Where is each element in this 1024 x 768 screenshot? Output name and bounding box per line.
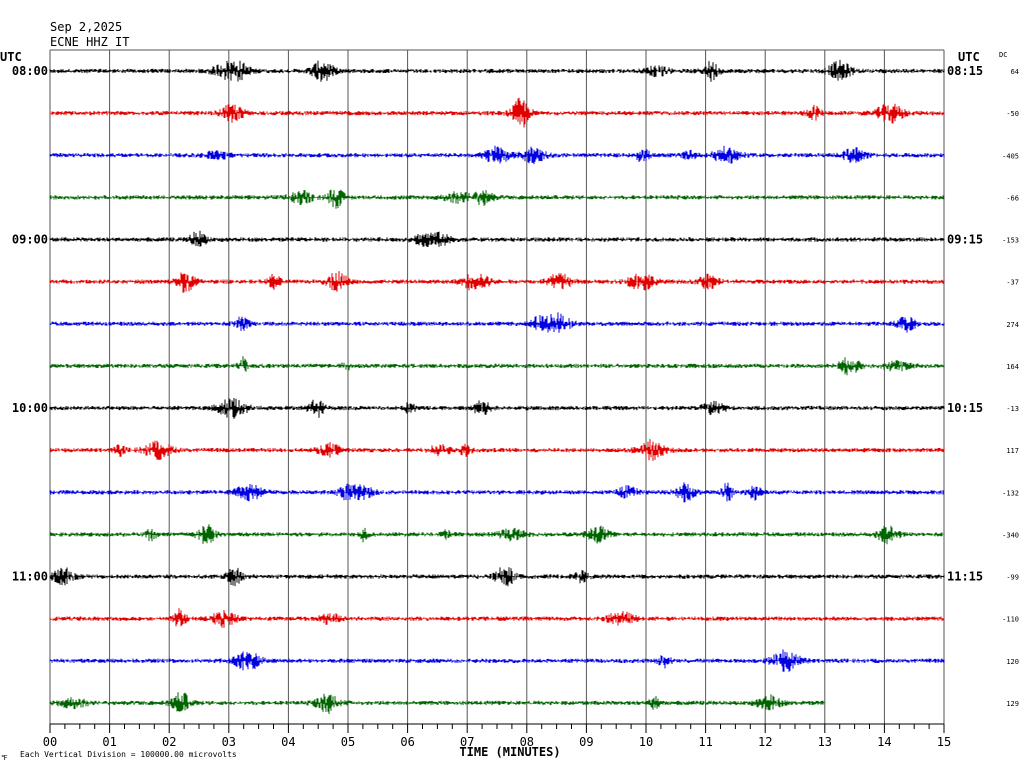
trace-row-0 — [49, 59, 945, 82]
grid — [49, 49, 945, 724]
x-tick-label: 02 — [162, 735, 176, 749]
trace-row-4 — [49, 230, 945, 247]
x-tick-label: 06 — [400, 735, 414, 749]
dc-offset-label: -110 — [1002, 616, 1019, 624]
x-tick-label: 05 — [341, 735, 355, 749]
dc-offset-labels: 64 -50 -405 -66 -153 -37 274 164 -13 117 -132 -340 -… — [1002, 68, 1019, 708]
left-hour-label: 08:00 — [12, 64, 48, 78]
x-tick-label: 14 — [877, 735, 891, 749]
trace-row-10 — [49, 482, 945, 503]
x-tick-label: 13 — [818, 735, 832, 749]
right-hour-label: 08:15 — [947, 64, 983, 78]
right-hour-label: 09:15 — [947, 233, 983, 247]
right-hour-label: 10:15 — [947, 401, 983, 415]
x-tick-label: 08 — [520, 735, 534, 749]
dc-offset-label: -13 — [1006, 405, 1019, 413]
left-hour-label: 09:00 — [12, 233, 48, 247]
right-utc-title: UTC — [958, 50, 980, 64]
x-tick-label: 04 — [281, 735, 295, 749]
trace-row-7 — [49, 356, 945, 376]
trace-row-3 — [49, 189, 945, 209]
station-label: ECNE HHZ IT — [50, 35, 129, 49]
dc-offset-label: 274 — [1006, 321, 1019, 329]
trace-row-13 — [49, 608, 945, 628]
x-tick-label: 07 — [460, 735, 474, 749]
trace-row-9 — [49, 439, 945, 461]
corner-mark: ℉ — [1, 754, 8, 762]
trace-row-15 — [49, 692, 825, 714]
left-utc-title: UTC — [0, 50, 22, 64]
left-hour-labels: 08:00 09:00 10:00 11:00 — [12, 64, 48, 584]
dc-offset-label: -153 — [1002, 237, 1019, 245]
x-tick-label: 11 — [698, 735, 712, 749]
x-axis-title: TIME (MINUTES) — [459, 745, 560, 759]
dc-offset-label: -340 — [1002, 531, 1019, 539]
x-tick-label: 00 — [43, 735, 57, 749]
dc-offset-label: -405 — [1002, 152, 1019, 160]
dc-offset-label: -66 — [1006, 194, 1019, 202]
trace-row-14 — [49, 649, 945, 672]
dc-offset-label: -37 — [1006, 279, 1019, 287]
trace-row-6 — [49, 312, 945, 333]
dc-offset-label: 129 — [1006, 700, 1019, 708]
dc-offset-label: 120 — [1006, 658, 1019, 666]
dc-title: DC — [999, 51, 1007, 59]
x-tick-label: 03 — [222, 735, 236, 749]
dc-offset-label: -132 — [1002, 489, 1019, 497]
left-hour-label: 11:00 — [12, 570, 48, 584]
dc-offset-label: 164 — [1006, 363, 1019, 371]
traces — [49, 59, 945, 714]
x-tick-label: 09 — [579, 735, 593, 749]
x-tick-label: 15 — [937, 735, 951, 749]
x-tick-label: 10 — [639, 735, 653, 749]
date-label: Sep 2,2025 — [50, 20, 122, 34]
dc-offset-label: -99 — [1006, 574, 1019, 582]
x-tick-label: 01 — [102, 735, 116, 749]
dc-offset-label: 64 — [1011, 68, 1019, 76]
x-tick-label: 12 — [758, 735, 772, 749]
trace-row-2 — [49, 145, 945, 165]
trace-row-5 — [49, 271, 945, 293]
scale-note: Each Vertical Division = 100000.00 micro… — [20, 750, 237, 759]
trace-row-11 — [49, 524, 945, 545]
trace-row-1 — [49, 97, 945, 128]
trace-row-8 — [49, 398, 945, 419]
trace-row-12 — [49, 567, 945, 587]
left-hour-label: 10:00 — [12, 401, 48, 415]
right-hour-labels: 08:15 09:15 10:15 11:15 — [947, 64, 983, 584]
dc-offset-label: -50 — [1006, 110, 1019, 118]
right-hour-label: 11:15 — [947, 570, 983, 584]
x-axis: 00 01 02 03 04 05 06 07 08 09 10 11 12 13 14 15 — [43, 723, 951, 749]
dc-offset-label: 117 — [1006, 447, 1019, 455]
